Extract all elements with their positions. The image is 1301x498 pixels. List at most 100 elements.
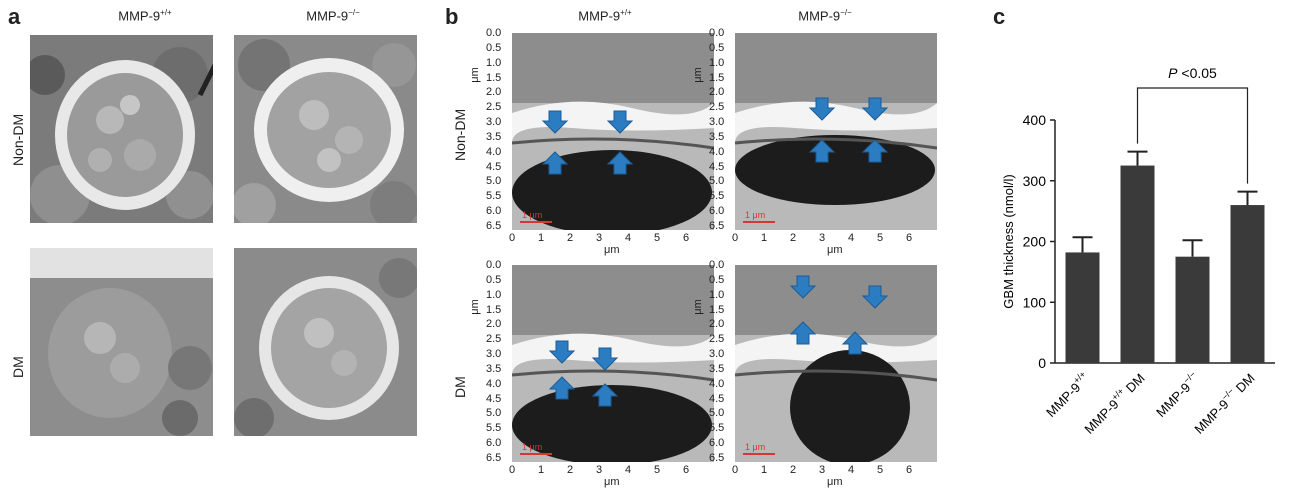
em-y-tick: 5.5 (486, 190, 502, 203)
em-y-tick: 2.0 (486, 86, 502, 99)
em-y-tick: 2.0 (486, 318, 502, 331)
em-y-tick: 3.5 (709, 362, 725, 375)
gbm-arrow-icon (789, 321, 817, 345)
panel-a-row1-label: Non-DM (10, 113, 26, 166)
scale-bar-label: 1 μm (745, 210, 765, 220)
em-micrograph-ko-nondm: 1 μm (735, 33, 937, 230)
em-y-tick: 4.0 (709, 377, 725, 390)
micrograph-a-wt-dm (30, 248, 213, 436)
gbm-arrow-icon (861, 285, 889, 309)
em-y-tick: 6.5 (486, 452, 502, 464)
x-category-label: MMP-9−/− DM (1190, 369, 1258, 437)
em-x-unit: μm (827, 476, 843, 488)
em-y-tick: 1.0 (486, 288, 502, 301)
scale-bar-label: 1 μm (522, 442, 542, 452)
significance-label: P <0.05 (1168, 65, 1217, 81)
em-x-tick: 5 (877, 464, 884, 476)
panel-a-row2-label: DM (10, 356, 26, 378)
em-y-tick: 4.5 (486, 160, 502, 173)
em-y-tick: 4.0 (486, 377, 502, 390)
em-y-tick: 5.0 (709, 175, 725, 188)
bar (1065, 252, 1100, 363)
gbm-arrow-icon (591, 347, 619, 371)
em-x-tick: 1 (761, 464, 768, 476)
em-x-tick: 6 (683, 464, 690, 476)
em-y-tick: 0.0 (709, 27, 725, 39)
em-x-tick: 3 (819, 232, 826, 244)
em-x-tick: 4 (625, 232, 632, 244)
significance-bracket (1136, 87, 1249, 184)
em-y-tick: 5.0 (709, 407, 725, 420)
em-y-tick: 3.0 (486, 348, 502, 361)
em-y-tick: 3.0 (709, 116, 725, 129)
em-y-tick: 3.5 (486, 362, 502, 375)
em-y-tick: 1.0 (709, 288, 725, 301)
em-x-tick: 1 (538, 232, 545, 244)
em-x-tick: 0 (509, 464, 516, 476)
y-tick-label: 400 (1023, 112, 1047, 128)
em-y-tick: 6.0 (709, 437, 725, 450)
em-x-tick: 6 (683, 232, 690, 244)
gbm-thickness-bar-chart: 0 100 200 300 400 GBM thickness (nmol/l) MMP-9… (1001, 65, 1275, 437)
panel-b-row1-label: Non-DM (452, 108, 468, 161)
em-y-tick: 0.5 (709, 273, 725, 286)
em-x-tick: 2 (567, 232, 574, 244)
scale-bar-label: 1 μm (745, 442, 765, 452)
em-y-tick: 6.0 (709, 205, 725, 218)
em-x-tick: 0 (732, 464, 739, 476)
em-y-unit: μm (468, 67, 481, 83)
em-y-tick: 1.0 (486, 56, 502, 69)
gbm-arrow-icon (606, 110, 634, 134)
em-x-tick: 6 (906, 464, 913, 476)
em-micrograph-wt-nondm: 1 μm (512, 33, 714, 230)
panel-a-col1-header: MMP-9+/+ (118, 8, 172, 24)
gbm-arrow-icon (789, 275, 817, 299)
gbm-arrow-icon (841, 331, 869, 355)
em-y-tick: 5.0 (486, 407, 502, 420)
em-y-tick: 6.5 (486, 220, 502, 232)
em-x-tick: 4 (625, 464, 632, 476)
em-x-tick: 4 (848, 232, 855, 244)
panel-b-col1-header: MMP-9+/+ (578, 8, 632, 24)
gbm-arrow-icon (861, 139, 889, 163)
y-axis-label: GBM thickness (nmol/l) (1001, 174, 1016, 308)
em-y-tick: 2.5 (709, 101, 725, 114)
em-x-tick: 3 (819, 464, 826, 476)
em-y-tick: 3.0 (709, 348, 725, 361)
em-y-tick: 5.5 (709, 422, 725, 435)
gbm-arrow-icon (606, 151, 634, 175)
y-tick-label: 0 (1038, 355, 1046, 371)
em-y-tick: 2.0 (709, 86, 725, 99)
em-y-tick: 5.5 (486, 422, 502, 435)
em-x-tick: 5 (877, 232, 884, 244)
panel-b-letter: b (445, 4, 459, 29)
em-y-tick: 5.5 (709, 190, 725, 203)
gbm-arrow-icon (541, 151, 569, 175)
em-y-tick: 6.0 (486, 205, 502, 218)
em-x-tick: 2 (790, 464, 797, 476)
em-y-tick: 1.5 (486, 303, 502, 316)
em-x-tick: 3 (596, 232, 603, 244)
panel-b-row2-label: DM (452, 376, 468, 398)
y-tick-label: 300 (1023, 173, 1047, 189)
em-y-tick: 3.5 (486, 130, 502, 143)
panel-a-letter: a (8, 4, 21, 29)
em-x-tick: 5 (654, 232, 661, 244)
gbm-arrow-icon (548, 376, 576, 400)
em-y-tick: 0.0 (486, 259, 502, 271)
em-y-tick: 6.5 (709, 452, 725, 464)
bar (1120, 165, 1155, 363)
em-y-tick: 6.0 (486, 437, 502, 450)
scale-bar-label: 1 μm (522, 210, 542, 220)
em-y-tick: 2.5 (709, 333, 725, 346)
bar (1175, 256, 1210, 363)
em-y-tick: 4.5 (709, 160, 725, 173)
em-y-tick: 1.5 (709, 303, 725, 316)
em-x-tick: 5 (654, 464, 661, 476)
em-y-tick: 0.0 (486, 27, 502, 39)
em-micrograph-wt-dm: 1 μm (512, 265, 714, 462)
em-y-tick: 0.0 (709, 259, 725, 271)
em-y-tick: 1.5 (709, 71, 725, 84)
em-x-unit: μm (604, 244, 620, 256)
gbm-arrow-icon (861, 97, 889, 121)
